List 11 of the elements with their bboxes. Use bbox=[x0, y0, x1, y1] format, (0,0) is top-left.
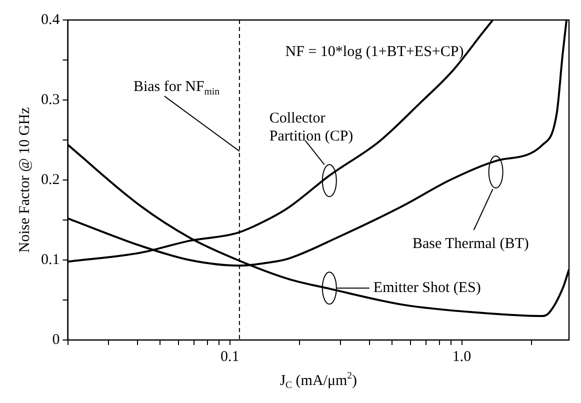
y-tick-label: 0.4 bbox=[41, 12, 60, 28]
x-tick-label: 1.0 bbox=[452, 348, 472, 365]
y-tick-label: 0 bbox=[52, 332, 60, 348]
annotation: NF = 10*log (1+BT+ES+CP) bbox=[285, 44, 464, 60]
annotation: Emitter Shot (ES) bbox=[373, 280, 481, 296]
y-tick-label: 0.3 bbox=[41, 92, 60, 108]
annotation: Collector Partition (CP) bbox=[269, 110, 354, 145]
y-tick-label: 0.2 bbox=[41, 172, 60, 188]
y-tick-label: 0.1 bbox=[41, 252, 60, 268]
annotation: Base Thermal (BT) bbox=[412, 236, 529, 252]
y-axis-title: Noise Factor @ 10 GHz bbox=[16, 106, 33, 253]
